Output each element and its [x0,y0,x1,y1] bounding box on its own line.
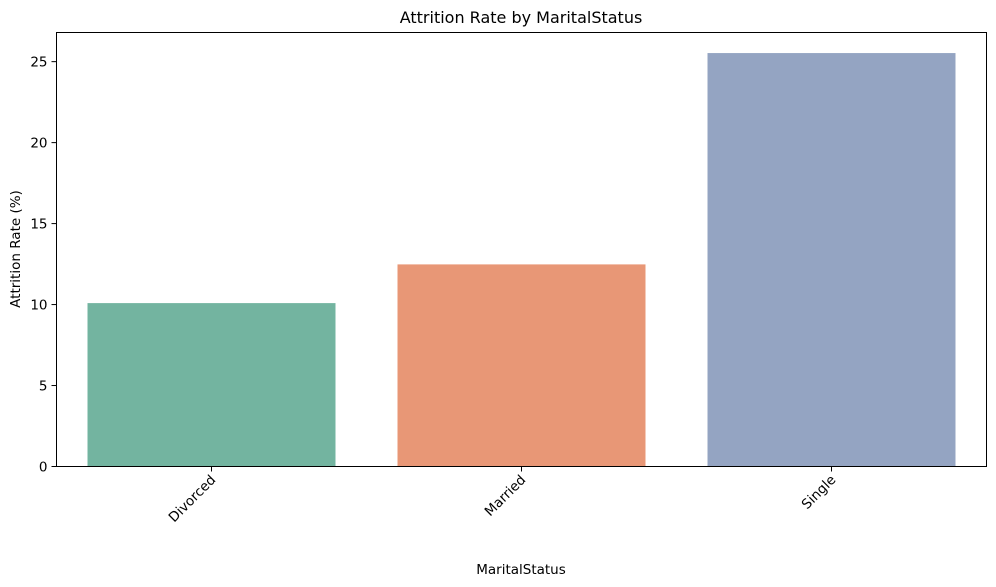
x-axis-label: MaritalStatus [476,562,566,578]
bar-divorced [87,303,336,467]
y-tick-label: 5 [39,379,48,395]
y-axis: 0 5 10 15 20 25 [30,55,57,476]
x-tick-label: Divorced [166,472,220,526]
x-tick-label: Married [482,472,530,520]
bar-single [707,53,956,467]
y-tick-label: 10 [30,298,47,314]
y-tick-label: 0 [39,460,48,476]
x-tick-label: Single [799,472,840,513]
bars-group [87,53,956,467]
y-tick-label: 20 [30,136,47,152]
y-tick-label: 25 [30,55,47,71]
x-axis: Divorced Married Single [166,466,840,526]
bar-married [397,264,646,467]
chart-title: Attrition Rate by MaritalStatus [400,8,643,27]
plot-frame [56,32,987,467]
y-tick-label: 15 [30,217,47,233]
y-axis-label: Attrition Rate (%) [8,190,24,308]
